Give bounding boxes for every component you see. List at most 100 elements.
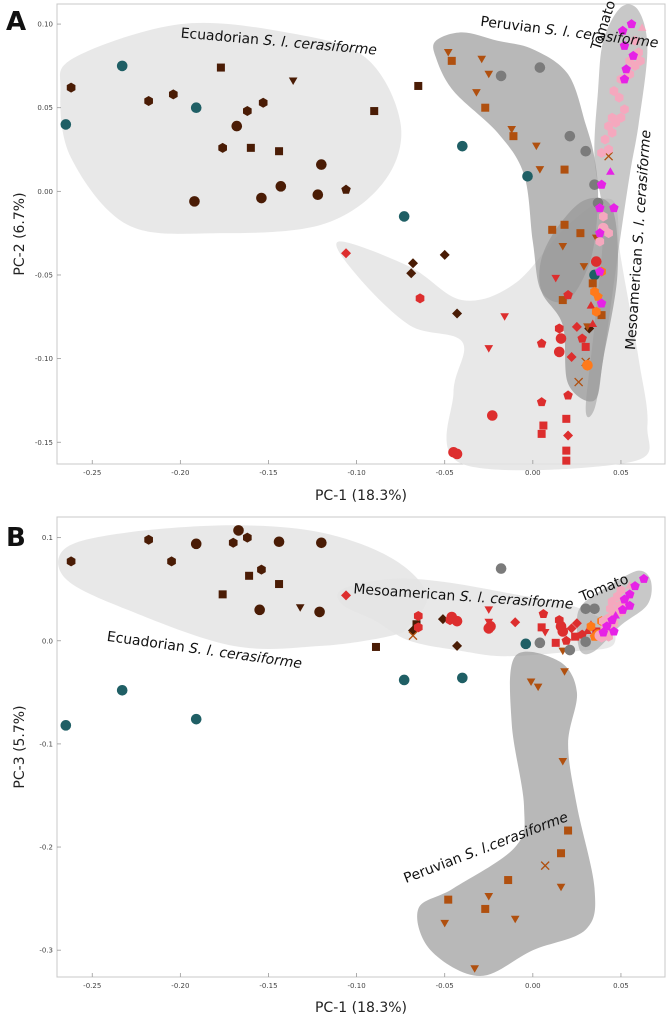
- panel-b-point-peruvian-2: [526, 678, 536, 687]
- panel-b-point-teal-4: [457, 672, 468, 684]
- panel-a-series-3: [341, 248, 602, 465]
- panel-b-x-tick-label-1: -0.20: [171, 982, 189, 990]
- panel-a-point-teal-2: [190, 102, 202, 114]
- panel-b-point-mesoamerican-12: [537, 623, 546, 632]
- panel-b-y-tick-label-3: -0.2: [39, 844, 53, 852]
- panel-a-point-teal-5: [522, 170, 533, 182]
- panel-b-x-axis-title: PC-1 (18.3%): [315, 1000, 407, 1016]
- panel-b-label-mesoamerican-taxon: S. l. cerasiforme: [459, 589, 574, 613]
- panel-a-point-peruvian-15: [558, 296, 567, 305]
- panel-a-point-tomato_pink-18: [597, 147, 606, 158]
- panel-a-point-peruvian-11: [560, 220, 569, 229]
- panel-b-point-ecuadorian-9: [257, 564, 266, 575]
- panel-a-point-mesoamerican-8: [536, 397, 547, 407]
- panel-a-label-ecuadorian-prefix: Ecuadorian: [180, 26, 264, 49]
- panel-a-point-teal-4: [457, 140, 468, 152]
- panel-b-point-teal-3: [398, 674, 410, 686]
- panel-a-point-magenta-2: [619, 40, 630, 50]
- panel-b-point-ecuadorian-10: [254, 604, 265, 616]
- panel-a-series-0: [66, 63, 595, 334]
- panel-b-point-mesoamerican-10: [510, 617, 521, 628]
- panel-b-point-grey-3: [580, 603, 591, 615]
- panel-a-point-tomato_pink-8: [609, 85, 619, 96]
- panel-a-point-mesoamerican-7: [536, 338, 547, 348]
- panel-b-point-grey-4: [589, 603, 600, 615]
- panel-b-x-tick-label-4: -0.05: [436, 982, 454, 990]
- panel-a-point-teal-0: [60, 119, 72, 130]
- panel-b-point-magenta-10: [598, 627, 609, 637]
- panel-a-point-peruvian-2: [477, 55, 487, 64]
- panel-a-point-ecuadorian-9: [275, 147, 284, 156]
- panel-a-point-mesoamerican-23: [562, 456, 571, 465]
- panel-a-y-tick-label-0: 0.10: [37, 21, 53, 29]
- panel-b-point-ecuadorian-0: [66, 556, 76, 567]
- panel-a-point-mesoamerican-27: [590, 256, 602, 267]
- panel-a-point-mesoamerican-13: [553, 346, 565, 358]
- panel-a-point-tomato_pink-17: [604, 144, 613, 155]
- panel-a-point-peruvian-10: [560, 165, 569, 174]
- panel-b-point-peruvian-8: [504, 876, 513, 885]
- panel-a-point-grey-0: [495, 70, 507, 82]
- panel-a-point-magenta-8: [609, 203, 619, 213]
- panel-a-point-magenta-0: [626, 19, 637, 29]
- panel-a-point-peruvian-0: [443, 49, 453, 57]
- panel-b-point-mesoamerican-9: [484, 618, 494, 627]
- panel-b-point-peruvian-4: [558, 757, 568, 766]
- panel-b-point-ecuadorian-20: [452, 640, 463, 651]
- panel-a-x-tick-label-6: 0.05: [613, 469, 629, 477]
- panel-a-x-tick-label-0: -0.25: [83, 469, 101, 477]
- panel-a-point-magenta-3: [628, 50, 639, 60]
- panel-b-point-mesoamerican-25: [551, 638, 560, 647]
- panel-a-point-teal-3: [398, 211, 410, 222]
- panel-b-point-magenta-1: [630, 581, 640, 591]
- panel-b-point-peruvian-12: [481, 904, 490, 913]
- panel-b-label-ecuadorian-prefix: Ecuadorian: [106, 629, 190, 656]
- panel-a-ecuadorian-hull: [59, 22, 402, 234]
- panel-b-point-ecuadorian-15: [316, 537, 327, 549]
- panel-a-point-ecuadorian-4: [218, 142, 227, 153]
- panel-a-label-peruvian-prefix: Peruvian: [479, 14, 546, 38]
- panel-b-letter: B: [6, 523, 26, 553]
- panel-b-point-magenta-0: [639, 573, 649, 583]
- panel-a-point-ecuadorian-5: [231, 120, 243, 132]
- panel-a-point-peruvian-3: [484, 70, 494, 79]
- panel-a-point-ecuadorian-17: [370, 107, 379, 116]
- panel-a-point-magenta-6: [606, 167, 615, 175]
- panel-b-point-ecuadorian-8: [245, 571, 254, 580]
- panel-a-point-mesoamerican-9: [539, 421, 548, 430]
- panel-a-label-mesoamerican: Mesoamerican S. l. cerasiforme: [623, 129, 654, 350]
- panel-a-point-ecuadorian-12: [189, 196, 200, 207]
- panel-a-point-magenta-9: [595, 203, 605, 213]
- panel-a-y-tick-label-2: 0.00: [37, 188, 53, 196]
- panel-b-point-mesoamerican-5: [451, 615, 463, 627]
- panel-a-point-mesoamerican-3: [484, 345, 494, 353]
- panel-b-point-teal-1: [116, 684, 128, 696]
- panel-a-point-ecuadorian-2: [168, 89, 178, 100]
- panel-a-point-mesoamerican-2: [500, 313, 509, 321]
- panel-b-point-magenta-5: [617, 604, 628, 614]
- panel-a-point-mesoamerican-6: [451, 448, 463, 460]
- panel-b-x-tick-label-5: 0.00: [525, 982, 541, 990]
- panel-a-point-peruvian-18: [588, 279, 597, 288]
- panel-a-point-peruvian-8: [532, 142, 541, 151]
- panel-b-point-mesoamerican-2: [413, 622, 423, 633]
- panel-b-x-tick-label-2: -0.15: [259, 982, 277, 990]
- panel-a-point-ecuadorian-20: [406, 268, 417, 279]
- panel-a-point-peruvian-12: [548, 225, 557, 234]
- panel-b-point-peruvian-11: [484, 893, 494, 901]
- panel-b-y-tick-label-4: -0.3: [39, 947, 53, 955]
- panel-b-point-mesoamerican-18: [571, 618, 582, 629]
- panel-b-point-mesoamerican-13: [540, 629, 550, 637]
- panel-b-point-peruvian-14: [440, 919, 450, 928]
- panel-a-point-tomato_pink-14: [607, 112, 617, 123]
- panel-a-point-peruvian-6: [507, 125, 517, 134]
- panel-a-points: [60, 19, 647, 465]
- panel-a-point-mesoamerican-4: [486, 410, 498, 421]
- panel-a-label-mesoamerican-taxon: S. l. cerasiforme: [631, 129, 655, 244]
- panel-b-point-peruvian-7: [540, 861, 550, 871]
- panel-a-point-mesoamerican-10: [537, 429, 546, 438]
- panel-b-point-peruvian-9: [556, 883, 566, 892]
- panel-a-point-mesoamerican-0: [341, 248, 352, 259]
